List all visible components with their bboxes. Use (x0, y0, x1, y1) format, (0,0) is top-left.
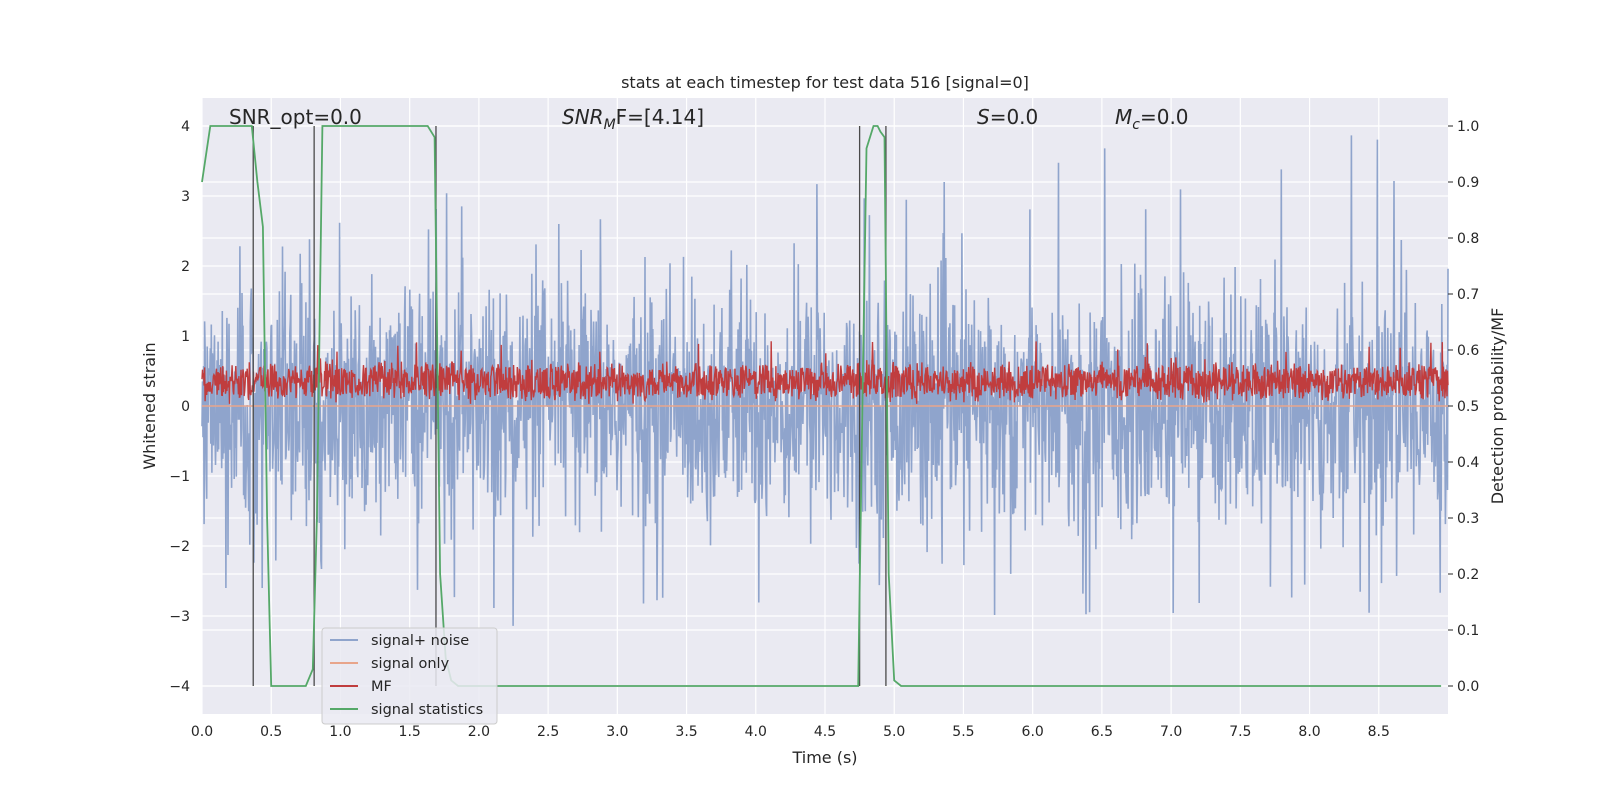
x-tick-label: 4.5 (814, 724, 836, 740)
annotation-mc: Mc=0.0 (1115, 105, 1189, 133)
x-tick-label: 0.5 (260, 724, 282, 740)
legend: signal+ noise signal only MF signal stat… (321, 627, 498, 725)
annotation-mc-sub: c (1132, 117, 1140, 133)
signal-statistics-line (201, 125, 1442, 687)
annotation-snr-mf-main: SNR (562, 105, 604, 129)
annotation-s-rest: =0.0 (990, 105, 1039, 129)
y-right-tick-label: 0.3 (1457, 511, 1479, 527)
legend-label-mf: MF (371, 679, 392, 695)
legend-box (321, 627, 498, 725)
mf-line (201, 341, 1449, 404)
y-right-tick-label: 0.7 (1457, 287, 1479, 303)
x-tick-label: 1.5 (399, 724, 421, 740)
y-right-tick-label: 0.0 (1457, 679, 1479, 695)
y-right-tick-label: 0.6 (1457, 343, 1479, 359)
y-axis-right-label: Detection probability/MF (1488, 308, 1507, 505)
x-axis-label: Time (s) (791, 748, 857, 767)
x-tick-label: 8.5 (1368, 724, 1390, 740)
x-tick-label: 7.5 (1229, 724, 1251, 740)
x-tick-label: 8.0 (1298, 724, 1320, 740)
y-left-tick-label: −3 (169, 609, 190, 625)
signal-statistics-series (201, 125, 1442, 687)
y-right-tick-label: 0.1 (1457, 623, 1479, 639)
y-left-tick-label: 1 (181, 329, 190, 345)
x-tick-label: 6.5 (1091, 724, 1113, 740)
annotation-snr-opt: SNR_opt=0.0 (229, 105, 362, 129)
annotation-s: S=0.0 (977, 105, 1038, 129)
y-left-tick-label: −2 (169, 539, 190, 555)
mf-series (201, 341, 1449, 404)
y-axis-left-label: Whitened strain (140, 342, 159, 469)
annotation-s-main: S (977, 105, 990, 129)
y-left-tick-label: 3 (181, 189, 190, 205)
legend-label-signal-statistics: signal statistics (371, 702, 483, 718)
y-left-tick-label: −4 (169, 679, 190, 695)
x-tick-label: 6.0 (1022, 724, 1044, 740)
signal-noise-line (201, 135, 1449, 626)
y-right-tick-label: 0.9 (1457, 175, 1479, 191)
annotation-mc-main: M (1115, 105, 1132, 129)
x-tick-label: 2.5 (537, 724, 559, 740)
y-left-tick-label: 2 (181, 259, 190, 275)
x-tick-label: 5.5 (952, 724, 974, 740)
y-left-tick-label: −1 (169, 469, 190, 485)
y-left-tick-label: 4 (181, 119, 190, 135)
y-right-tick-label: 1.0 (1457, 119, 1479, 135)
x-tick-label: 0.0 (191, 724, 213, 740)
annotation-snr-mf-sub: M (604, 117, 616, 133)
x-tick-labels: 0.0 0.5 1.0 1.5 2.0 2.5 3.0 3.5 4.0 4.5 5.0 5.5 6.0 6… (191, 724, 1390, 740)
x-tick-label: 3.5 (675, 724, 697, 740)
x-tick-label: 2.0 (468, 724, 490, 740)
y-right-tick-labels: 0.0 0.1 0.2 0.3 0.4 0.5 0.6 0.7 0.8 0.9 1.0 (1448, 119, 1479, 695)
y-right-tick-label: 0.8 (1457, 231, 1479, 247)
x-tick-label: 1.0 (329, 724, 351, 740)
x-tick-label: 7.0 (1160, 724, 1182, 740)
y-right-tick-label: 0.2 (1457, 567, 1479, 583)
signal-noise-series (201, 135, 1449, 626)
annotation-snr-mf: SNRMF=[4.14] (562, 105, 704, 133)
x-tick-label: 4.0 (745, 724, 767, 740)
chart-title: stats at each timestep for test data 516… (621, 73, 1029, 92)
x-tick-label: 3.0 (606, 724, 628, 740)
annotation-snr-mf-rest: F=[4.14] (616, 105, 704, 129)
y-left-tick-labels: −4 −3 −2 −1 0 1 2 3 4 (169, 119, 190, 695)
legend-label-signal-only: signal only (371, 656, 450, 672)
legend-label-signal-noise: signal+ noise (371, 633, 469, 649)
y-right-tick-label: 0.4 (1457, 455, 1479, 471)
y-left-tick-label: 0 (181, 399, 190, 415)
annotation-mc-rest: =0.0 (1140, 105, 1189, 129)
y-right-tick-label: 0.5 (1457, 399, 1479, 415)
x-tick-label: 5.0 (883, 724, 905, 740)
